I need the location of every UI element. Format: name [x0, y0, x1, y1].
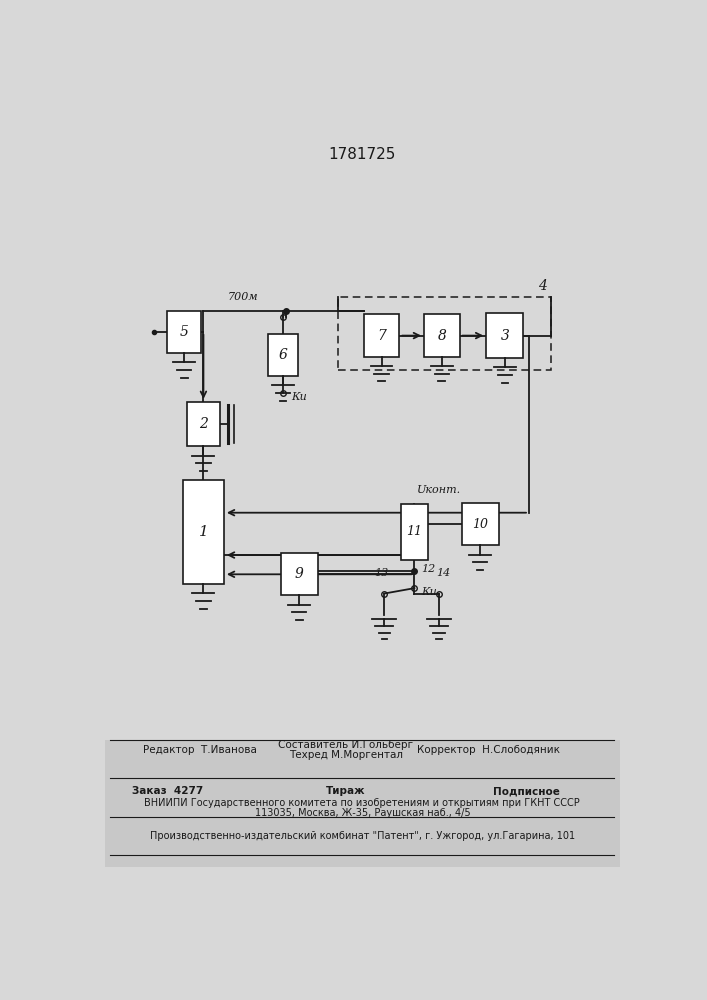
- Text: 2: 2: [199, 417, 208, 431]
- Bar: [486, 313, 523, 358]
- Text: 14: 14: [436, 568, 450, 578]
- Text: Подписное: Подписное: [493, 786, 560, 796]
- Text: 700м: 700м: [228, 292, 259, 302]
- Text: Тираж: Тираж: [326, 786, 366, 796]
- Bar: [168, 311, 201, 353]
- Text: Составитель И.Гольберг: Составитель И.Гольберг: [279, 740, 414, 750]
- Text: ВНИИПИ Государственного комитета по изобретениям и открытиям при ГКНТ СССР: ВНИИПИ Государственного комитета по изоб…: [144, 798, 580, 808]
- Bar: [281, 553, 318, 595]
- Text: Редактор  Т.Иванова: Редактор Т.Иванова: [144, 745, 257, 755]
- Text: Кu: Кu: [421, 587, 437, 597]
- Bar: [268, 334, 298, 376]
- Text: 13: 13: [375, 568, 389, 578]
- Text: 5: 5: [180, 325, 189, 339]
- Text: 3: 3: [501, 329, 509, 343]
- Bar: [187, 402, 220, 446]
- Text: Заказ  4277: Заказ 4277: [132, 786, 204, 796]
- Bar: [363, 314, 399, 357]
- Bar: [462, 503, 498, 545]
- Text: 4: 4: [538, 279, 547, 293]
- Text: Кu: Кu: [291, 392, 307, 402]
- Text: 113035, Москва, Ж-35, Раушская наб., 4/5: 113035, Москва, Ж-35, Раушская наб., 4/5: [255, 808, 470, 818]
- Text: 9: 9: [295, 567, 304, 581]
- Bar: [105, 740, 620, 867]
- Text: 11: 11: [407, 525, 422, 538]
- Bar: [424, 314, 460, 357]
- Bar: [338, 297, 551, 370]
- Text: 6: 6: [279, 348, 287, 362]
- Text: Производственно-издательский комбинат "Патент", г. Ужгород, ул.Гагарина, 101: Производственно-издательский комбинат "П…: [150, 831, 575, 841]
- Bar: [401, 504, 428, 560]
- Text: 8: 8: [438, 329, 446, 343]
- Bar: [183, 480, 224, 584]
- Text: 1: 1: [199, 525, 209, 539]
- Text: 1781725: 1781725: [329, 147, 396, 162]
- Text: 7: 7: [377, 329, 386, 343]
- Text: Техред М.Моргентал: Техред М.Моргентал: [289, 750, 403, 760]
- Text: 12: 12: [421, 564, 436, 574]
- Text: Корректор  Н.Слободяник: Корректор Н.Слободяник: [416, 745, 560, 755]
- Text: Uконт.: Uконт.: [417, 485, 461, 495]
- Text: 10: 10: [472, 518, 488, 531]
